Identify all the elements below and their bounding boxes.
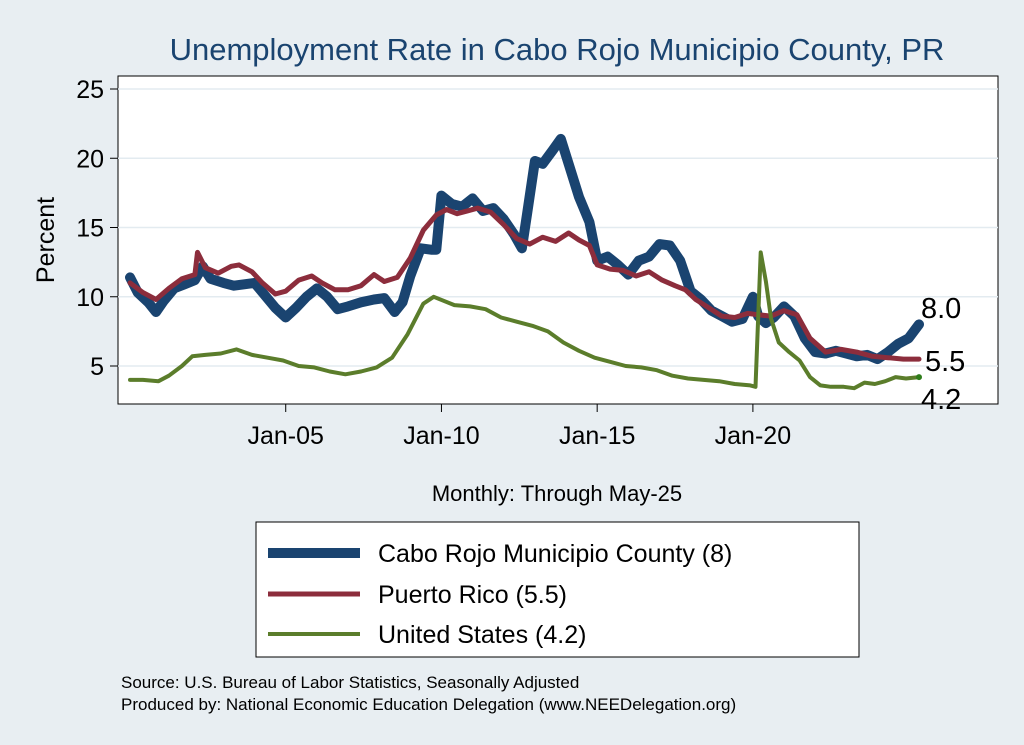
x-tick-label: Jan-15	[559, 422, 635, 450]
series-line-2	[127, 205, 922, 362]
end-value-label: 8.0	[921, 293, 961, 325]
y-tick-label: 5	[90, 353, 104, 381]
legend-label: United States (4.2)	[378, 621, 586, 649]
end-value-label: 5.5	[925, 346, 965, 378]
x-tick-label: Jan-10	[403, 422, 479, 450]
x-axis-title: Monthly: Through May-25	[432, 481, 682, 506]
source-note: Source: U.S. Bureau of Labor Statistics,…	[121, 673, 579, 692]
x-tick-label: Jan-20	[715, 422, 791, 450]
axes: 5 10 15 20 25 Jan-05 Jan-10 Jan-15 Jan-20	[76, 76, 791, 450]
y-axis-title: Percent	[32, 197, 60, 283]
y-tick-label: 25	[76, 76, 104, 104]
y-tick-label: 15	[76, 215, 104, 243]
y-tick-label: 10	[76, 284, 104, 312]
x-tick-label: Jan-05	[247, 422, 323, 450]
producer-note: Produced by: National Economic Education…	[121, 695, 736, 714]
series-lines	[125, 133, 924, 391]
legend: Cabo Rojo Municipio County (8) Puerto Ric…	[255, 521, 860, 658]
legend-label: Puerto Rico (5.5)	[378, 581, 567, 609]
chart-title: Unemployment Rate in Cabo Rojo Municipio…	[170, 32, 945, 67]
us-end-marker	[916, 374, 922, 381]
end-labels: 8.0 5.5 4.2	[921, 293, 965, 416]
legend-label: Cabo Rojo Municipio County (8)	[378, 540, 732, 568]
series-line-3	[128, 250, 921, 391]
end-value-label: 4.2	[921, 384, 961, 416]
y-tick-label: 20	[76, 145, 104, 173]
